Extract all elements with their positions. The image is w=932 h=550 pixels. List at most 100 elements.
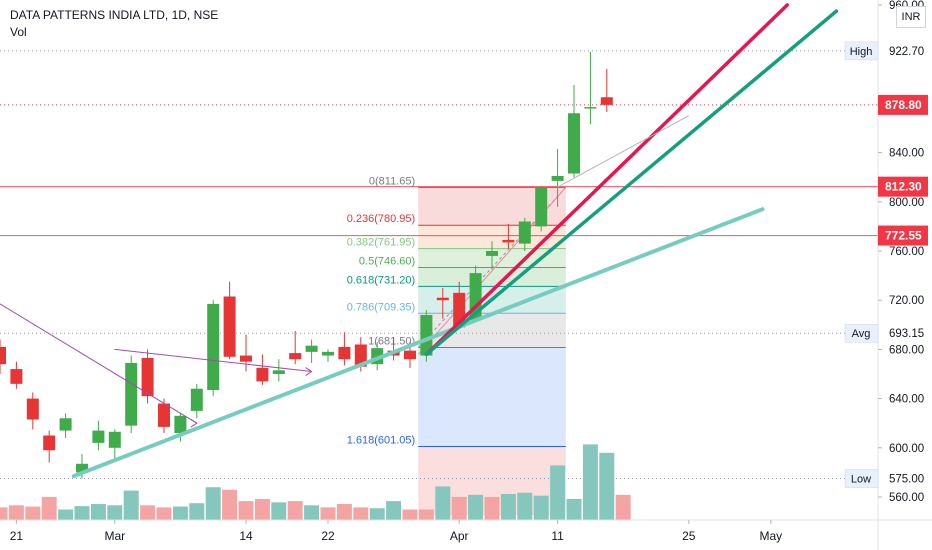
fib-level-label: 0.236(780.95) xyxy=(347,213,416,225)
volume-bar xyxy=(336,504,352,520)
price-tick-label: 720.00 xyxy=(889,295,924,307)
volume-bar xyxy=(468,494,484,520)
price-tag-badge xyxy=(844,41,879,61)
candle-body xyxy=(600,97,613,105)
volume-bar xyxy=(58,509,74,520)
volume-bar xyxy=(254,499,270,520)
volume-bar xyxy=(533,495,549,520)
candle-body xyxy=(26,398,39,420)
fib-zone xyxy=(418,347,566,447)
trendline-green-rising xyxy=(424,9,839,357)
volume-bar xyxy=(353,507,369,520)
volume-bar xyxy=(156,507,172,520)
symbol-title[interactable]: DATA PATTERNS INDIA LTD, 1D, NSE xyxy=(10,8,219,22)
volume-bar xyxy=(550,465,566,520)
volume-bar xyxy=(369,508,385,520)
volume-bar xyxy=(238,501,254,520)
candle-body xyxy=(207,303,220,390)
price-tick-label: 760.00 xyxy=(889,246,924,258)
candle-body xyxy=(584,107,597,109)
candle-body xyxy=(551,175,564,181)
price-tick-label: 640.00 xyxy=(889,394,924,406)
fib-level-label: 0(811.65) xyxy=(369,175,415,187)
fib-level-label: 0.786(709.35) xyxy=(347,301,416,313)
volume-bar xyxy=(418,509,434,520)
time-tick-label: 21 xyxy=(10,529,24,543)
price-tag-badge xyxy=(844,469,879,488)
candle-body xyxy=(76,463,88,473)
candle-body xyxy=(502,239,515,243)
fib-level-label: 1(681.50) xyxy=(368,336,415,348)
volume-bar xyxy=(0,507,8,520)
price-level-badge xyxy=(878,176,928,197)
price-tag-value: 693.15 xyxy=(889,328,924,340)
price-tag-name: Low xyxy=(851,474,871,486)
candle-body xyxy=(190,388,203,411)
price-level-badge xyxy=(878,225,928,246)
volume-bar xyxy=(74,506,90,520)
time-tick-label: May xyxy=(759,529,782,543)
price-tick-label: 680.00 xyxy=(889,344,924,356)
volume-bar xyxy=(599,452,615,520)
volume-bar xyxy=(615,494,631,520)
candle-body xyxy=(354,344,367,367)
volume-bar xyxy=(222,489,238,520)
volume-bar xyxy=(107,505,123,520)
volume-bar xyxy=(517,492,533,520)
time-tick-label: 11 xyxy=(551,529,564,543)
candle-body xyxy=(289,353,302,360)
candle-body xyxy=(305,345,318,352)
volume-bar xyxy=(500,493,516,520)
volume-bar xyxy=(8,505,24,520)
volume-bar xyxy=(566,499,582,520)
price-tick-label: 600.00 xyxy=(889,443,924,455)
candle-body xyxy=(125,362,138,426)
price-tick-label: 800.00 xyxy=(889,197,924,209)
volume-bar xyxy=(189,503,205,520)
candle-body xyxy=(0,346,6,365)
candle-body xyxy=(141,358,154,397)
candle-body xyxy=(518,221,531,244)
price-tag-badge xyxy=(844,323,879,343)
candle-body xyxy=(92,430,105,443)
candle-body xyxy=(568,113,580,174)
volume-label[interactable]: Vol xyxy=(10,25,27,39)
time-tick-label: 25 xyxy=(682,529,696,543)
trendline-support xyxy=(71,207,765,479)
candle-body xyxy=(322,351,334,356)
candle-body xyxy=(272,370,285,374)
volume-bar xyxy=(140,505,156,520)
price-tick-label: 560.00 xyxy=(889,492,924,504)
time-tick-label: 14 xyxy=(239,529,253,543)
fib-level-label: 0.382(761.95) xyxy=(347,237,416,249)
volume-bar xyxy=(205,487,221,520)
candle-body xyxy=(486,251,498,256)
trendline-purple-descending-2 xyxy=(114,348,313,373)
trendline-purple-descending xyxy=(0,303,198,424)
price-tag-value: 922.70 xyxy=(889,46,924,58)
time-tick-label: Apr xyxy=(450,529,469,543)
candle-body xyxy=(174,415,187,434)
candle-body xyxy=(240,355,252,362)
price-tick-label: 840.00 xyxy=(889,148,924,160)
fib-level-label: 0.618(731.20) xyxy=(347,274,416,286)
time-tick-label: Mar xyxy=(104,529,125,543)
candle-body xyxy=(158,403,170,427)
volume-bar xyxy=(172,506,188,520)
volume-bar xyxy=(271,502,287,520)
volume-bar xyxy=(386,501,402,520)
chart-legend: DATA PATTERNS INDIA LTD, 1D, NSE Vol xyxy=(10,8,218,39)
price-tag-value: 575.00 xyxy=(889,474,924,486)
volume-bar xyxy=(320,507,336,520)
price-level-badge-label: 772.55 xyxy=(885,229,922,243)
currency-button[interactable]: INR xyxy=(896,6,926,28)
price-level-badge xyxy=(878,94,928,115)
price-level-badge-label: 878.80 xyxy=(885,98,922,112)
volume-bar xyxy=(123,490,139,520)
trendline-arrow xyxy=(190,418,198,428)
volume-bar xyxy=(304,505,320,520)
candle-body xyxy=(43,435,56,451)
time-tick-label: 22 xyxy=(321,529,335,543)
candle-body xyxy=(223,296,236,357)
